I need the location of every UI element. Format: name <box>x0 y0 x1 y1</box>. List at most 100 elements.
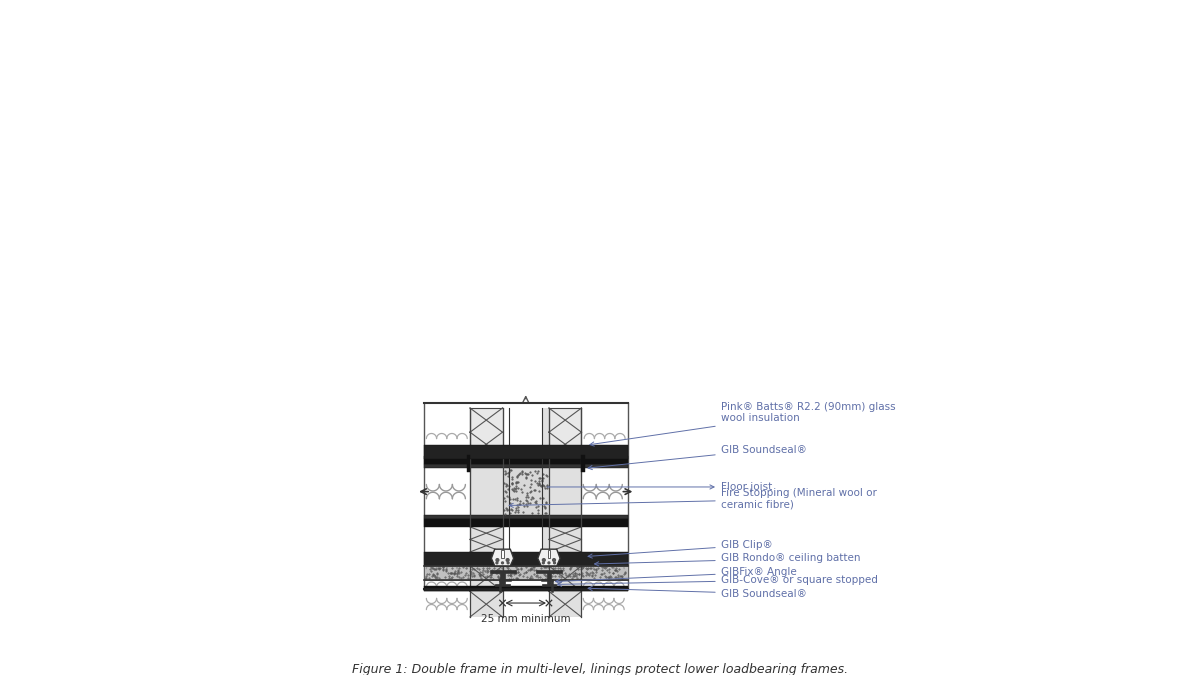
Circle shape <box>542 559 545 562</box>
Point <box>607 566 626 576</box>
Point <box>512 467 532 478</box>
Point <box>545 571 564 582</box>
Bar <box>542 408 575 566</box>
Point <box>528 570 547 580</box>
Point <box>425 570 444 580</box>
Point <box>506 481 526 492</box>
Point <box>499 573 518 584</box>
Point <box>521 570 540 581</box>
Point <box>568 568 587 579</box>
Point <box>497 467 516 478</box>
Point <box>605 565 624 576</box>
Point <box>560 564 580 574</box>
Point <box>428 563 448 574</box>
Point <box>488 571 508 582</box>
Point <box>448 567 467 578</box>
Circle shape <box>496 562 498 564</box>
Point <box>503 478 522 489</box>
Point <box>539 568 558 578</box>
Point <box>523 493 542 504</box>
Point <box>521 498 540 509</box>
Point <box>473 563 492 574</box>
Point <box>442 572 461 583</box>
Point <box>528 477 547 488</box>
Point <box>588 562 607 573</box>
Point <box>580 569 599 580</box>
Bar <box>470 566 503 617</box>
Circle shape <box>502 562 504 564</box>
Point <box>527 497 546 508</box>
Point <box>560 562 580 573</box>
Point <box>536 562 556 572</box>
Point <box>418 569 437 580</box>
Point <box>596 570 616 581</box>
Point <box>422 562 442 573</box>
Point <box>616 567 635 578</box>
Bar <box>470 408 503 456</box>
Point <box>502 504 521 515</box>
Point <box>605 565 624 576</box>
Point <box>499 504 518 515</box>
Point <box>517 500 536 511</box>
Point <box>587 565 606 576</box>
Point <box>487 568 506 578</box>
Circle shape <box>506 559 509 562</box>
Point <box>456 563 475 574</box>
Point <box>599 564 618 574</box>
Point <box>496 508 515 519</box>
Text: GIB Clip®: GIB Clip® <box>588 541 773 558</box>
Point <box>606 562 625 573</box>
Point <box>538 480 557 491</box>
Point <box>548 566 568 576</box>
Point <box>534 568 553 579</box>
Point <box>494 477 514 488</box>
Point <box>592 565 611 576</box>
Point <box>526 564 545 575</box>
Point <box>593 562 612 573</box>
Circle shape <box>496 559 499 562</box>
Point <box>518 572 538 583</box>
Point <box>521 481 540 492</box>
Point <box>449 564 468 575</box>
Point <box>582 571 601 582</box>
Bar <box>548 566 582 617</box>
Point <box>524 564 544 575</box>
Point <box>475 566 494 576</box>
Point <box>442 568 461 578</box>
Point <box>577 564 596 574</box>
Point <box>457 568 476 578</box>
Point <box>490 564 509 575</box>
Point <box>505 566 524 577</box>
Point <box>438 567 457 578</box>
Point <box>488 572 508 583</box>
Bar <box>548 408 582 566</box>
Point <box>611 570 630 581</box>
Point <box>424 570 443 580</box>
Point <box>426 564 445 574</box>
Point <box>535 573 554 584</box>
Point <box>521 572 540 583</box>
Point <box>538 482 557 493</box>
Point <box>593 569 612 580</box>
Point <box>511 562 530 573</box>
Point <box>500 508 520 518</box>
Point <box>497 491 516 502</box>
Point <box>502 504 521 514</box>
Point <box>582 566 601 577</box>
Point <box>596 565 616 576</box>
Point <box>504 574 523 585</box>
Point <box>521 474 540 485</box>
Point <box>449 566 468 576</box>
Point <box>556 568 575 578</box>
Point <box>548 566 568 576</box>
Point <box>445 568 464 579</box>
Point <box>505 493 524 504</box>
Point <box>508 564 527 574</box>
Point <box>421 562 440 572</box>
Point <box>462 567 481 578</box>
Point <box>571 564 590 574</box>
Point <box>599 572 618 583</box>
Point <box>576 567 595 578</box>
Point <box>510 498 529 509</box>
Point <box>510 568 529 579</box>
